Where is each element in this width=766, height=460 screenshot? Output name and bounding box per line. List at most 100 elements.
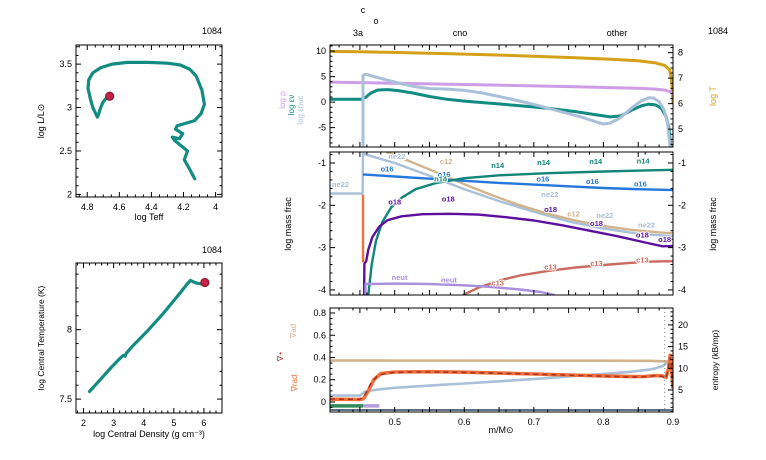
y-tick-label-right: -2 <box>678 200 686 210</box>
x-tick-label: 5 <box>171 418 176 428</box>
grad-ad-curve <box>330 359 673 365</box>
c13-label: c13 <box>636 255 649 264</box>
profile-panel-structure: 10 5 0 -5 8 7 6 5 log ρ log εν log εnuc log T <box>278 44 718 148</box>
y2-tick-label: 7 <box>678 73 683 83</box>
o16-label: o16 <box>438 170 451 179</box>
eps-nu-axis-label: log εν <box>287 95 296 115</box>
o16-curve <box>362 173 673 192</box>
y-tick-label: 2 <box>67 189 72 199</box>
neut-label: neut <box>441 276 457 285</box>
y-tick-label: -5 <box>318 123 326 133</box>
y-tick-label: 0 <box>321 97 326 107</box>
grad-rad-label: ∇rad <box>290 375 299 393</box>
o18-label: o18 <box>590 219 603 228</box>
plot-frame <box>75 44 223 198</box>
grad-star-label: ∇⋆ <box>276 351 285 362</box>
y-tick-label: 7.5 <box>59 394 72 404</box>
x-tick-label: 6 <box>201 418 206 428</box>
o16-label: o16 <box>381 164 394 173</box>
x-tick-label: 4.4 <box>145 202 158 212</box>
o18-label: o18 <box>636 230 649 239</box>
y-tick-label: -3 <box>318 243 326 253</box>
y-tick-label: 0 <box>321 397 326 407</box>
plot-frame <box>75 262 223 414</box>
o16-label: o16 <box>634 179 647 188</box>
y-tick-label-right: -1 <box>678 158 686 168</box>
logT-axis-label: log T <box>708 86 718 106</box>
evolution-track-curve <box>86 60 206 181</box>
o16-label: o16 <box>586 177 599 186</box>
x-tick-label: 2 <box>81 418 86 428</box>
trho-ylabel: log Central Temperature (K) <box>36 285 46 390</box>
y-tick-label: -4 <box>318 285 326 295</box>
grad-star-curve <box>330 356 673 401</box>
n14-label: n14 <box>537 158 551 167</box>
log-eps-nu-curve <box>330 88 673 147</box>
mass-xlabel: m/M⊙ <box>488 425 513 435</box>
log-eps-nuc-curve <box>361 72 672 147</box>
x-tick-label: 4.6 <box>113 202 126 212</box>
o18-label: o18 <box>658 235 671 244</box>
massfrac-right-label: log mass frac <box>708 197 718 251</box>
o18-curve <box>362 212 673 295</box>
y-tick-label: 8 <box>67 325 72 335</box>
x-tick-label: 0.9 <box>667 417 680 427</box>
model-number-trho: 1084 <box>201 245 222 255</box>
entropy-axis-label: entropy (kB/mp) <box>710 330 720 391</box>
trho-track-curve <box>87 278 206 394</box>
ne22-curve <box>330 152 673 238</box>
neut-curve <box>364 282 555 295</box>
rho-axis-label: log ρ <box>278 91 287 109</box>
current-model-marker <box>200 277 210 288</box>
x-tick-label: 0.8 <box>597 417 610 427</box>
hr-diagram: 4.8 4.6 4.4 4.2 4 2 2.5 3 3.5 log L/L⊙ log Teff <box>36 44 223 222</box>
mix-region-letter-o: o <box>373 16 379 26</box>
x-tick-label: 0.5 <box>388 417 401 427</box>
hr-ylabel: log L/L⊙ <box>36 104 46 139</box>
model-number-profiles: 1084 <box>707 26 728 36</box>
y2-tick-label: 15 <box>678 342 688 352</box>
plot-frame <box>329 44 674 148</box>
y-tick-label: 3.5 <box>59 59 72 69</box>
ne22-label: ne22 <box>332 180 349 189</box>
log-rho-curve <box>330 80 673 96</box>
y-tick-label: 10 <box>316 46 326 56</box>
log-T-curve <box>330 49 673 104</box>
n14-curve <box>367 168 673 295</box>
trho-xlabel: log Central Density (g cm⁻³) <box>93 429 205 439</box>
grad-ad-label: ∇ad <box>289 324 298 339</box>
ne22-label: ne22 <box>541 190 558 199</box>
x-tick-label: 0.7 <box>528 417 541 427</box>
y-tick-label: 5 <box>321 72 326 82</box>
x-tick-label: 4.2 <box>177 202 190 212</box>
current-model-marker <box>105 91 115 101</box>
model-number-hr: 1084 <box>201 26 222 36</box>
y-tick-label: 0.4 <box>313 352 326 362</box>
o18-label: o18 <box>388 197 401 206</box>
burn-label-cno: cno <box>452 28 468 38</box>
y-tick-label: 3 <box>67 103 72 113</box>
y2-tick-label: 5 <box>678 124 683 134</box>
c13-curve <box>462 260 673 295</box>
n14-label: n14 <box>589 157 603 166</box>
o18-label: o18 <box>544 205 557 214</box>
y-tick-label-right: -4 <box>678 285 686 295</box>
x-tick-label: 4.8 <box>81 202 94 212</box>
y-tick-label: 0.2 <box>313 375 326 385</box>
y-tick-label: 0.6 <box>313 330 326 340</box>
y-tick-label: 2.5 <box>59 146 72 156</box>
n14-label: n14 <box>491 161 505 170</box>
neut-label: neut <box>392 273 408 282</box>
c13-label: c13 <box>491 279 504 288</box>
n14-label: n14 <box>434 175 448 184</box>
x-tick-label: 3 <box>111 418 116 428</box>
central-trho-plot: 2 3 4 5 6 7.5 8 log Central Temperature (K) log … <box>36 262 223 439</box>
y2-tick-label: 20 <box>678 320 688 330</box>
c13-label: c13 <box>590 259 603 268</box>
y-tick-label-right: -3 <box>678 243 686 253</box>
n14-label: n14 <box>637 156 651 165</box>
profile-panel-gradients: 0.5 0.6 0.7 0.8 0.9 0 0.2 0.4 0.6 0.8 5 10 15 20 ∇ad ∇⋆… <box>276 307 720 435</box>
eps-nuc-axis-label: log εnuc <box>296 95 305 124</box>
